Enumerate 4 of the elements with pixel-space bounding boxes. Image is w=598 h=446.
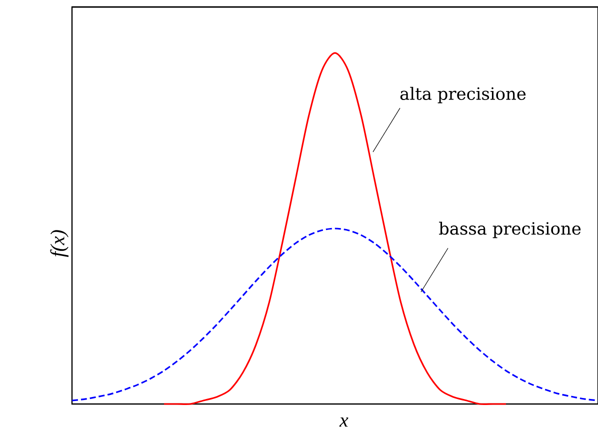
y-axis-title: f(x) <box>50 230 68 257</box>
annotation: alta precisione <box>400 86 526 104</box>
x-axis-title: x <box>339 418 348 427</box>
annotation: bassa precisione <box>439 222 581 238</box>
